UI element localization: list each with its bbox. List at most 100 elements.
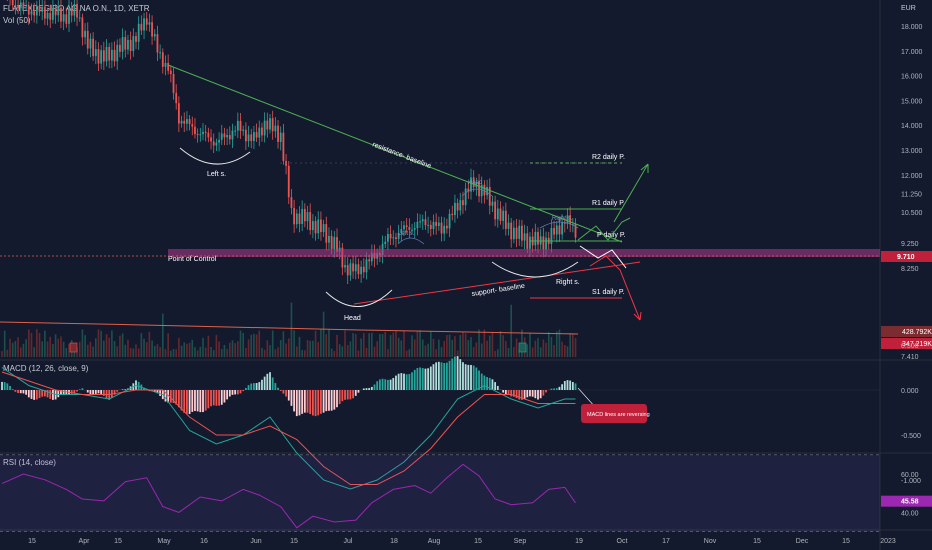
- volume-bar: [89, 341, 92, 357]
- support-baseline: [353, 261, 641, 305]
- candle-body: [180, 120, 183, 124]
- volume-bar: [38, 333, 41, 357]
- resistance-label: resistance- baseline: [371, 141, 432, 170]
- x-axis-tick-label: 15: [842, 538, 850, 545]
- candle-body: [124, 37, 127, 50]
- volume-bar: [373, 346, 376, 357]
- volume-bar: [379, 333, 381, 357]
- macd-histogram-bar: [285, 390, 287, 397]
- volume-bar: [116, 346, 119, 357]
- macd-histogram-bar: [244, 387, 247, 390]
- volume-bar: [561, 341, 563, 357]
- volume-bar: [553, 345, 555, 357]
- volume-bar: [518, 348, 521, 357]
- macd-histogram-bar: [475, 367, 478, 390]
- candle-body: [129, 39, 132, 52]
- volume-bar: [435, 349, 437, 357]
- macd-histogram-bar: [378, 379, 381, 390]
- volume-bar: [317, 342, 320, 357]
- macd-histogram-bar: [266, 373, 269, 390]
- macd-histogram-bar: [159, 390, 162, 396]
- macd-histogram-bar: [352, 390, 354, 399]
- candle-body: [153, 34, 156, 37]
- macd-histogram-bar: [413, 369, 416, 390]
- volume-bar: [411, 335, 413, 357]
- macd-histogram-bar: [9, 385, 11, 390]
- macd-histogram-bar: [153, 390, 156, 392]
- candle-body: [435, 221, 438, 226]
- candle-body: [290, 197, 293, 208]
- volume-bar: [287, 338, 290, 357]
- volume-bar: [472, 347, 475, 357]
- head-label: Head: [344, 315, 361, 322]
- volume-bar: [510, 304, 512, 357]
- volume-bar: [542, 339, 545, 357]
- macd-indicator-label[interactable]: MACD (12, 26, close, 9): [3, 364, 89, 373]
- volume-bar: [427, 343, 429, 357]
- candle-body: [247, 134, 250, 142]
- volume-bar: [564, 345, 566, 357]
- macd-histogram-bar: [462, 362, 464, 390]
- macd-histogram-bar: [403, 373, 405, 390]
- volume-bar: [558, 329, 561, 357]
- volume-bar: [387, 349, 389, 357]
- volume-bar: [400, 340, 403, 357]
- candle-body: [30, 11, 33, 15]
- rsi-indicator-label[interactable]: RSI (14, close): [3, 458, 56, 467]
- macd-histogram-bar: [60, 390, 62, 396]
- macd-histogram-bar: [488, 377, 491, 390]
- volume-bar: [285, 343, 287, 357]
- volume-bar: [421, 339, 424, 357]
- candle-body: [94, 49, 97, 57]
- candle-body: [437, 222, 440, 226]
- candle-body: [392, 237, 395, 239]
- candle-body: [113, 49, 116, 62]
- candle-body: [411, 229, 413, 231]
- macd-histogram-bar: [443, 362, 446, 390]
- candle-body: [368, 259, 371, 262]
- macd-histogram-bar: [574, 383, 577, 390]
- x-axis-tick-label: 18: [390, 538, 398, 545]
- volume-bar: [103, 340, 105, 357]
- volume-bar: [196, 350, 199, 357]
- volume-ma-line: [0, 321, 579, 335]
- volume-bar: [100, 330, 102, 357]
- candle-body: [320, 219, 322, 233]
- volume-bar: [389, 335, 392, 357]
- macd-histogram-bar: [480, 373, 483, 390]
- volume-bar: [129, 347, 132, 357]
- price-tick-label: 16.000: [901, 74, 923, 81]
- volume-indicator-label[interactable]: Vol (50): [3, 16, 31, 25]
- volume-bar: [467, 340, 470, 357]
- volume-bar: [408, 349, 411, 357]
- volume-bar: [65, 348, 68, 357]
- volume-bar: [312, 340, 314, 357]
- volume-bar: [537, 338, 539, 357]
- macd-histogram-bar: [370, 386, 373, 390]
- volume-bar: [73, 350, 76, 357]
- volume-bar: [19, 347, 22, 357]
- volume-bar: [413, 339, 416, 357]
- candle-body: [25, 5, 28, 7]
- macd-histogram-bar: [204, 390, 207, 411]
- volume-label-bg: [881, 326, 932, 337]
- candle-body: [521, 225, 523, 241]
- candle-body: [295, 213, 298, 225]
- macd-histogram-bar: [346, 390, 349, 400]
- candle-body: [43, 7, 46, 19]
- volume-bar: [159, 347, 161, 357]
- macd-tick-label: 0.000: [901, 388, 919, 395]
- candle-body: [569, 215, 572, 225]
- candle-body: [62, 14, 65, 22]
- macd-histogram-bar: [33, 390, 36, 400]
- resistance-baseline: [167, 64, 623, 243]
- candle-body: [78, 17, 81, 19]
- candle-body: [298, 213, 301, 224]
- candle-body: [68, 8, 70, 24]
- macd-callout-text: MACD lines are reversing: [587, 412, 650, 418]
- candle-body: [346, 265, 349, 276]
- candle-body: [204, 131, 207, 133]
- macd-histogram-bar: [373, 384, 376, 390]
- volume-bar: [220, 349, 223, 357]
